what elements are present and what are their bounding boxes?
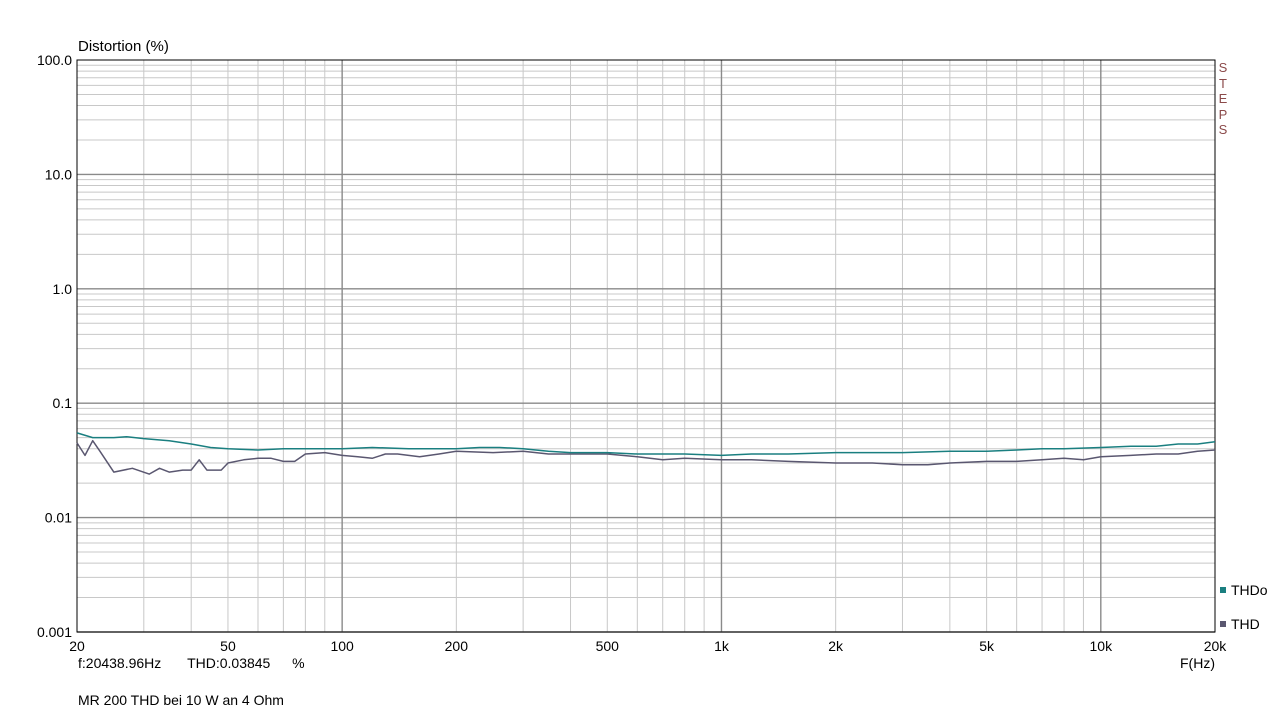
legend-item-thdo[interactable]: THDo <box>1220 582 1268 598</box>
x-tick-label: 200 <box>445 638 469 654</box>
cursor-readout: f:20438.96Hz THD:0.03845 % <box>78 655 305 671</box>
cursor-thd-value: THD:0.03845 <box>187 655 271 671</box>
cursor-frequency: f:20438.96Hz <box>78 655 162 671</box>
minor-grid <box>76 60 1216 632</box>
x-tick-label: 500 <box>596 638 620 654</box>
series-line-thd <box>76 439 1216 475</box>
y-tick-labels: 100.0 10.0 1.0 0.1 0.01 0.001 <box>37 52 72 640</box>
x-tick-label: 20k <box>1204 638 1228 654</box>
y-tick-label: 100.0 <box>37 52 72 68</box>
y-tick-label: 1.0 <box>53 281 73 297</box>
series-layer <box>76 432 1216 475</box>
y-tick-label: 0.001 <box>37 624 72 640</box>
legend-swatch-thdo <box>1220 587 1226 593</box>
x-axis-label: F(Hz) <box>1180 655 1215 671</box>
x-tick-label: 50 <box>220 638 236 654</box>
legend-swatch-thd <box>1220 621 1226 627</box>
x-tick-label: 100 <box>330 638 354 654</box>
y-tick-label: 0.01 <box>45 510 72 526</box>
x-tick-label: 2k <box>828 638 844 654</box>
major-grid <box>77 60 1215 633</box>
legend-item-thd[interactable]: THD <box>1220 616 1260 632</box>
legend-label-thd: THD <box>1231 616 1260 632</box>
series-line-thdo <box>76 432 1216 457</box>
plot-frame <box>76 59 1216 633</box>
chart-title: MR 200 THD bei 10 W an 4 Ohm <box>78 692 284 708</box>
x-tick-label: 10k <box>1090 638 1114 654</box>
cursor-unit: % <box>292 655 305 671</box>
x-tick-label: 5k <box>979 638 995 654</box>
legend-label-thdo: THDo <box>1231 582 1268 598</box>
y-tick-label: 10.0 <box>45 166 72 182</box>
x-tick-labels: 20 50 100 200 500 1k 2k 5k 10k 20k <box>69 638 1227 654</box>
y-axis-label: Distortion (%) <box>78 38 169 55</box>
x-tick-label: 20 <box>69 638 85 654</box>
x-tick-label: 1k <box>714 638 730 654</box>
y-tick-label: 0.1 <box>53 395 73 411</box>
